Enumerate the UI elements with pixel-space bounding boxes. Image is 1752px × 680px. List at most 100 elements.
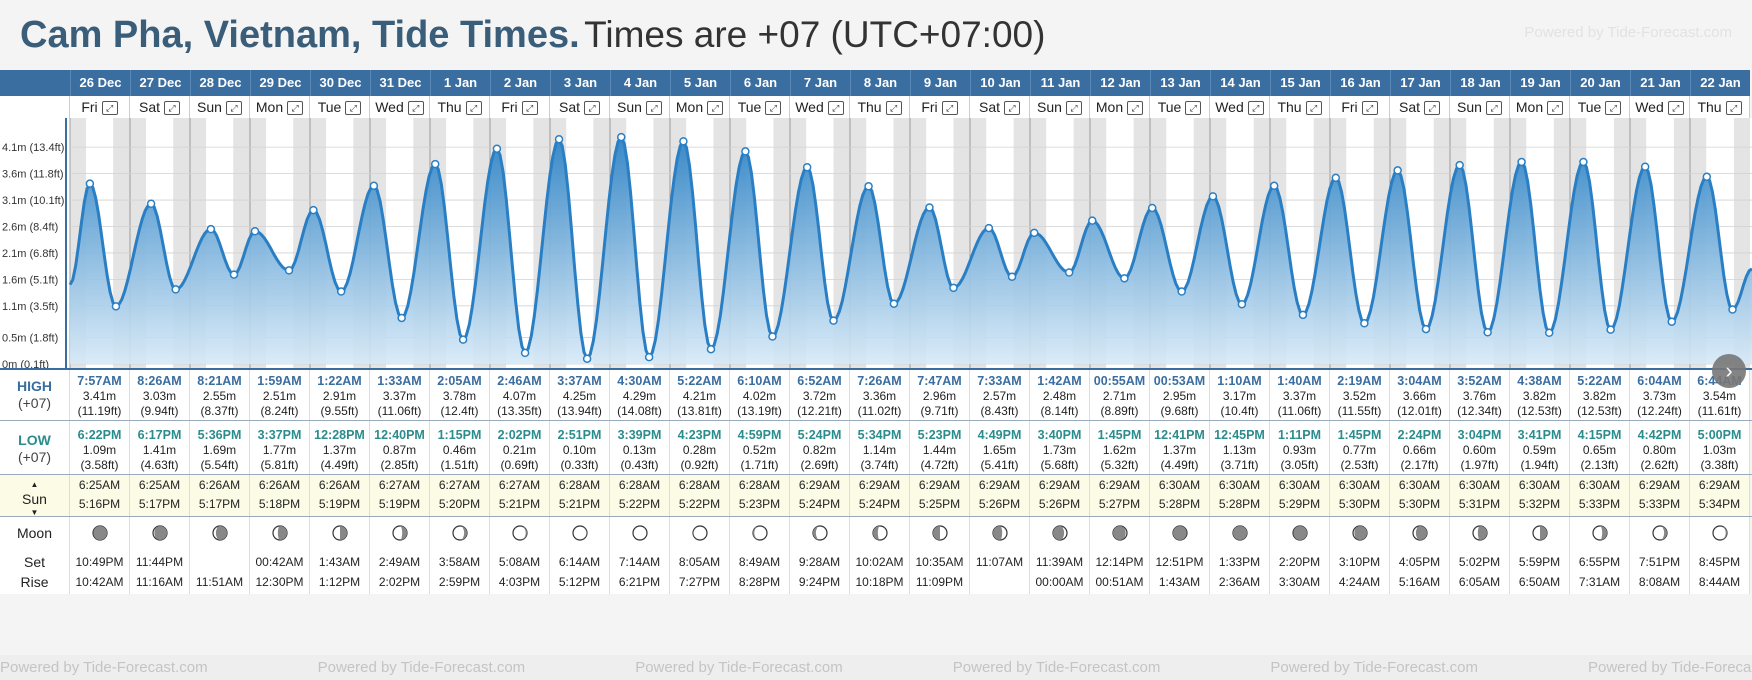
- expand-icon[interactable]: ⤢: [1247, 101, 1264, 116]
- expand-icon[interactable]: ⤢: [1305, 101, 1322, 116]
- low-height-m: 1.37m: [322, 443, 357, 457]
- expand-icon[interactable]: ⤢: [1127, 101, 1144, 116]
- low-time: 5:00PM: [1697, 428, 1742, 442]
- low-tide-cell: 5:34PM 1.14m (3.74ft): [850, 420, 910, 474]
- expand-icon[interactable]: ⤢: [1004, 101, 1020, 116]
- moonrise-time: 6:21PM: [618, 575, 661, 589]
- high-height-m: 2.91m: [322, 389, 357, 403]
- low-height-ft: (4.63ft): [140, 458, 179, 472]
- next-arrow-icon[interactable]: ›: [1712, 354, 1746, 388]
- expand-icon[interactable]: ⤢: [584, 101, 600, 116]
- high-tide-cell: 4:38AM 3.82m (12.53ft): [1510, 368, 1570, 420]
- low-tide-point: [1360, 319, 1369, 328]
- sunset-time: 5:32PM: [1518, 497, 1561, 511]
- low-tide-point: [582, 354, 592, 363]
- expand-icon[interactable]: ⤢: [1185, 101, 1202, 116]
- expand-icon[interactable]: ⤢: [941, 101, 958, 116]
- set-rise-label: Set Rise: [0, 550, 70, 594]
- expand-icon[interactable]: ⤢: [1667, 101, 1684, 116]
- low-tide-point: [111, 302, 121, 311]
- tide-line: [68, 134, 1752, 362]
- expand-icon[interactable]: ⤢: [101, 101, 118, 116]
- high-height-ft: (12.53ft): [1517, 404, 1562, 418]
- expand-icon[interactable]: ⤢: [827, 101, 844, 116]
- expand-icon[interactable]: ⤢: [1605, 101, 1622, 116]
- date-cell: 15 Jan: [1270, 70, 1330, 96]
- sunrise-time: 6:30AM: [1278, 478, 1321, 492]
- low-tide-point: [284, 266, 294, 275]
- day-of-week-label: Fri: [921, 99, 938, 115]
- day-of-week-label: Thu: [1277, 99, 1302, 115]
- expand-icon[interactable]: ⤢: [707, 101, 724, 116]
- sunset-time: 5:34PM: [1698, 497, 1741, 511]
- low-tide-cell: 3:39PM 0.13m (0.43ft): [610, 420, 670, 474]
- high-tide-point: [85, 179, 95, 188]
- low-tide-point: [768, 332, 777, 341]
- expand-icon[interactable]: ⤢: [287, 101, 304, 116]
- moonrise-time: 10:42AM: [75, 575, 124, 589]
- sunset-time: 5:19PM: [318, 497, 361, 511]
- rise-label-text: Rise: [20, 574, 49, 590]
- low-height-ft: (5.32ft): [1100, 458, 1139, 472]
- low-height-ft: (5.41ft): [980, 458, 1019, 472]
- moonset-time: 8:05AM: [678, 555, 721, 569]
- moon-phase-cell: [1270, 516, 1330, 550]
- expand-icon[interactable]: ⤢: [1485, 101, 1502, 116]
- high-tide-point: [617, 132, 626, 142]
- sunrise-time: 6:26AM: [318, 478, 361, 492]
- expand-icon[interactable]: ⤢: [521, 101, 538, 116]
- moonrise-time: 00:00AM: [1035, 575, 1084, 589]
- sunset-time: 5:29PM: [1278, 497, 1321, 511]
- high-time: 2:46AM: [497, 374, 542, 388]
- date-cell: 30 Dec: [310, 70, 370, 96]
- moonset-time: 2:49AM: [378, 555, 421, 569]
- expand-icon[interactable]: ⤢: [645, 101, 662, 116]
- expand-icon[interactable]: ⤢: [225, 101, 242, 116]
- day-of-week-cell: Fri ⤢: [70, 96, 130, 118]
- expand-icon[interactable]: ⤢: [164, 101, 180, 116]
- expand-icon[interactable]: ⤢: [345, 101, 362, 116]
- expand-icon[interactable]: ⤢: [1424, 101, 1440, 116]
- sunrise-time: 6:27AM: [378, 478, 421, 492]
- moon-phase-icon: [1171, 525, 1188, 541]
- expand-icon[interactable]: ⤢: [885, 101, 902, 116]
- expand-icon[interactable]: ⤢: [1361, 101, 1378, 116]
- sunrise-time: 6:29AM: [1638, 478, 1681, 492]
- day-of-week-cell: Sat ⤢: [970, 96, 1030, 118]
- high-tide-point: [1579, 157, 1588, 167]
- low-height-ft: (4.72ft): [920, 458, 959, 472]
- low-tide-cell: 1:11PM 0.93m (3.05ft): [1270, 420, 1330, 474]
- expand-icon[interactable]: ⤢: [465, 101, 482, 116]
- sun-cell: 6:30AM 5:30PM: [1390, 474, 1450, 516]
- moon-phase-cell: [310, 516, 370, 550]
- day-of-week-label: Wed: [375, 99, 404, 115]
- moon-set-rise-cell: 6:55PM 7:31AM: [1570, 550, 1630, 594]
- low-tide-cell: 5:24PM 0.82m (2.69ft): [790, 420, 850, 474]
- low-time: 5:34PM: [857, 428, 902, 442]
- day-of-week-cell: Wed ⤢: [1210, 96, 1270, 118]
- expand-icon[interactable]: ⤢: [1065, 101, 1082, 116]
- day-of-week-cell: Thu ⤢: [850, 96, 910, 118]
- low-time: 12:28PM: [314, 428, 365, 442]
- low-height-ft: (0.92ft): [680, 458, 719, 472]
- date-label: 28 Dec: [199, 75, 242, 90]
- high-time: 8:21AM: [197, 374, 242, 388]
- date-label: 6 Jan: [743, 75, 778, 90]
- date-label: 12 Jan: [1100, 75, 1141, 90]
- low-tide-cell: 12:41PM 1.37m (4.49ft): [1150, 420, 1210, 474]
- low-time: 6:17PM: [137, 428, 182, 442]
- y-axis-label: 1.6m (5.1ft): [2, 274, 58, 286]
- low-height-ft: (5.54ft): [200, 458, 239, 472]
- high-time: 2:19AM: [1337, 374, 1382, 388]
- expand-icon[interactable]: ⤢: [407, 101, 424, 116]
- expand-icon[interactable]: ⤢: [1725, 101, 1742, 116]
- expand-icon[interactable]: ⤢: [765, 101, 782, 116]
- low-tide-cell: 4:42PM 0.80m (2.62ft): [1630, 420, 1690, 474]
- high-tide-point: [802, 163, 812, 172]
- expand-icon[interactable]: ⤢: [1547, 101, 1564, 116]
- high-tide-cell: 1:59AM 2.51m (8.24ft): [250, 368, 310, 420]
- high-tide-point: [1640, 162, 1650, 171]
- day-of-week-label: Sat: [978, 99, 1000, 115]
- low-height-m: 0.21m: [502, 443, 537, 457]
- day-of-week-cell: Fri ⤢: [1330, 96, 1390, 118]
